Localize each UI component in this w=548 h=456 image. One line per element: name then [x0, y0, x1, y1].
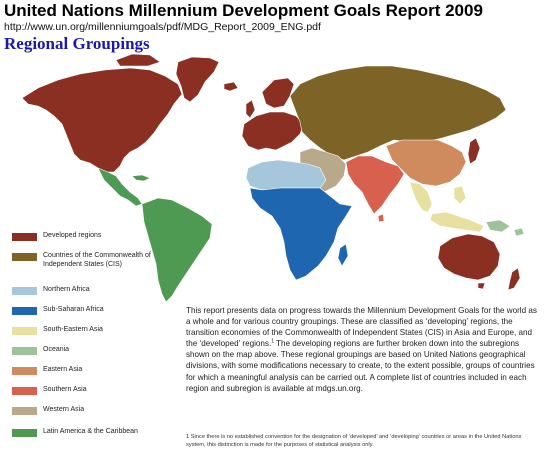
section-heading: Regional Groupings — [4, 34, 150, 53]
legend-label: Developed regions — [43, 232, 102, 239]
legend-label: Northern Africa — [43, 286, 90, 293]
footnote: 1 Since there is no established conventi… — [186, 433, 542, 449]
region-arctic-islands — [115, 53, 161, 67]
region-uk — [245, 99, 256, 119]
developed-swatch — [12, 233, 37, 241]
region-sri-lanka — [377, 213, 385, 223]
region-greenland — [175, 56, 220, 103]
region-eastern-asia — [385, 139, 467, 187]
region-iceland — [223, 81, 239, 92]
region-caribbean — [131, 174, 151, 182]
region-sub-saharan-africa — [249, 187, 353, 281]
region-central-america — [97, 167, 143, 207]
latin-america-swatch — [12, 429, 37, 437]
description-paragraph: This report presents data on progress to… — [186, 305, 542, 394]
region-oceania — [485, 219, 525, 237]
legend-label: Countries of the Commonwealth of Indepen… — [43, 252, 151, 268]
region-scandinavia — [261, 77, 295, 109]
sub-saharan-africa-swatch — [12, 307, 37, 315]
legend-label: Southern Asia — [43, 386, 87, 393]
south-eastern-asia-swatch — [12, 327, 37, 335]
eastern-asia-swatch — [12, 367, 37, 375]
legend-label: Oceania — [43, 346, 70, 353]
legend-label: Western Asia — [43, 406, 85, 413]
description-text-rest: The developing regions are further broke… — [186, 339, 535, 393]
region-south-america — [141, 197, 213, 303]
legend-label: Eastern Asia — [43, 366, 83, 373]
region-north-america — [21, 67, 183, 173]
region-southern-asia — [345, 155, 405, 215]
region-new-zealand — [507, 267, 521, 291]
region-tasmania — [477, 282, 486, 290]
southern-asia-swatch — [12, 387, 37, 395]
description-text-main: This report presents data on progress to… — [186, 306, 537, 349]
region-europe — [241, 111, 305, 151]
northern-africa-swatch — [12, 287, 37, 295]
legend-label: Latin America & the Caribbean — [43, 428, 138, 435]
footnote-marker: 1 — [271, 338, 274, 345]
legend-label: South-Eastern Asia — [43, 326, 103, 333]
region-australia — [437, 233, 501, 281]
oceania-swatch — [12, 347, 37, 355]
cis-swatch — [12, 253, 37, 261]
region-japan — [467, 137, 481, 165]
region-northern-africa — [245, 159, 327, 191]
region-cis — [289, 65, 507, 161]
footnote-number: 1 — [186, 434, 190, 440]
region-madagascar — [337, 243, 349, 267]
source-url: http://www.un.org/millenniumgoals/pdf/MD… — [4, 21, 321, 33]
footnote-text: Since there is no established convention… — [186, 434, 522, 448]
region-south-eastern-asia — [409, 181, 485, 233]
western-asia-swatch — [12, 407, 37, 415]
page-title: United Nations Millennium Development Go… — [4, 1, 483, 20]
legend-label: Sub-Saharan Africa — [43, 306, 104, 313]
